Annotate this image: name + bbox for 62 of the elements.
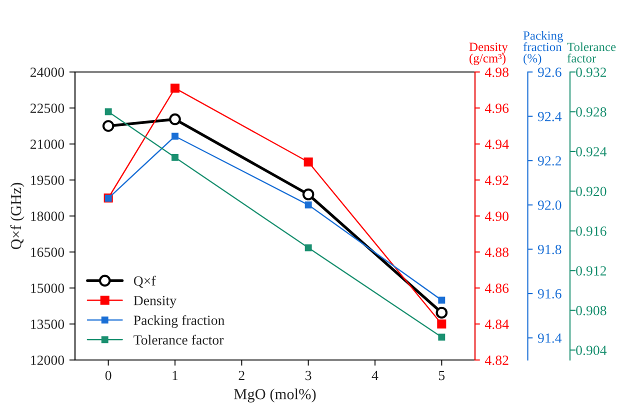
point bbox=[169, 113, 181, 126]
y-tick-label: 0.912 bbox=[576, 266, 606, 276]
y-tick-label: 0.932 bbox=[576, 68, 606, 78]
x-tick-label: 2 bbox=[238, 370, 244, 380]
point bbox=[438, 334, 446, 341]
y3-tick-label: 92.0 bbox=[538, 200, 562, 210]
y2-tick-label: 4.94 bbox=[484, 140, 509, 150]
point bbox=[438, 296, 446, 304]
legend-label: Q×f bbox=[134, 276, 156, 288]
y3-axis-title: Packing fraction (%) bbox=[523, 31, 564, 66]
x-tick-label: 4 bbox=[372, 370, 378, 380]
y-tick-label: 21000 bbox=[30, 140, 64, 149]
point bbox=[172, 154, 178, 161]
y-tick-label: 12000 bbox=[31, 356, 64, 365]
y3-tick-label: 92.6 bbox=[538, 68, 562, 78]
point bbox=[304, 157, 313, 167]
y2-tick-label: 4.92 bbox=[484, 176, 508, 186]
y2-tick-label: 4.84 bbox=[484, 320, 509, 330]
y2-tick-label: 4.96 bbox=[484, 104, 509, 114]
y2-tick-label: 4.98 bbox=[484, 68, 508, 78]
x-tick-label: 5 bbox=[439, 370, 445, 380]
y3-tick-label: 92.2 bbox=[538, 156, 562, 166]
y2-tick-label: 4.86 bbox=[484, 284, 509, 294]
point bbox=[437, 319, 446, 329]
y-tick-label: 19500 bbox=[31, 176, 64, 185]
y-tick-label: 18000 bbox=[31, 212, 64, 221]
point bbox=[102, 120, 114, 132]
x-tick-label: 1 bbox=[172, 370, 178, 380]
point bbox=[436, 306, 448, 319]
point bbox=[304, 201, 312, 208]
y-axis-title: Q×f (GHz) bbox=[10, 182, 24, 250]
y2-tick-label: 4.88 bbox=[484, 248, 508, 258]
y-tick-label: 22500 bbox=[30, 104, 64, 113]
y-tick-label: 0.916 bbox=[576, 226, 606, 236]
y2-tick-label: 4.82 bbox=[484, 356, 508, 366]
point bbox=[302, 188, 314, 200]
y-tick-label: 13500 bbox=[31, 320, 64, 329]
y-tick-label: 24000 bbox=[30, 68, 64, 77]
y-tick-label: 0.908 bbox=[576, 306, 606, 316]
y3-tick-label: 91.4 bbox=[538, 333, 562, 343]
legend-label: Density bbox=[134, 296, 176, 308]
x-tick-label: 3 bbox=[306, 370, 312, 380]
x-axis-title: MgO (mol%) bbox=[234, 388, 316, 402]
y-tick-label: 0.904 bbox=[576, 346, 607, 356]
point bbox=[172, 132, 178, 140]
legend-label: Tolerance factor bbox=[134, 334, 224, 345]
point bbox=[304, 244, 312, 252]
point bbox=[104, 108, 112, 116]
y3-tick-label: 91.8 bbox=[538, 244, 562, 254]
y3-tick-label: 92.4 bbox=[538, 112, 562, 122]
y-axis-title: Tolerance factor bbox=[567, 42, 616, 63]
y-tick-label: 0.928 bbox=[576, 107, 606, 117]
y-tick-label: 15000 bbox=[31, 284, 64, 293]
y-tick-label: 0.924 bbox=[576, 147, 607, 156]
y-tick-label: 0.920 bbox=[576, 186, 606, 196]
x-tick-label: 0 bbox=[105, 370, 112, 380]
point bbox=[170, 84, 180, 93]
y2-tick-label: 4.90 bbox=[484, 212, 508, 222]
y-tick-label: 16500 bbox=[31, 248, 64, 257]
y2-axis-title: Density (g/cm³) bbox=[469, 42, 508, 66]
y3-tick-label: 91.6 bbox=[538, 289, 562, 299]
legend-label: Packing fraction bbox=[134, 315, 225, 328]
